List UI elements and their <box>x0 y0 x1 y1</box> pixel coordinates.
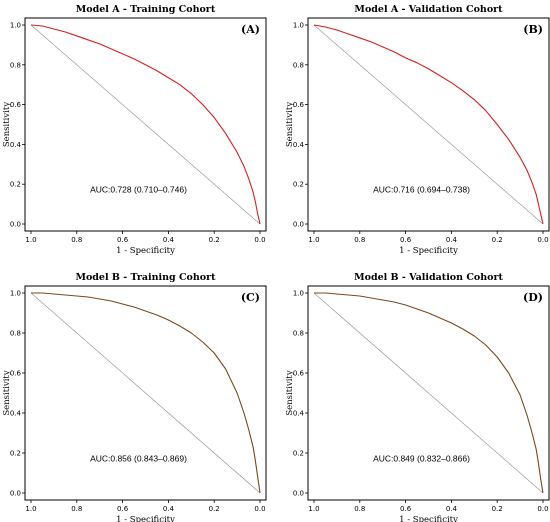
plot-frame <box>307 285 550 501</box>
x-axis-label: 1 - Specificity <box>399 246 458 256</box>
y-tick-label: 0.0 <box>10 490 21 498</box>
x-tick-label: 0.2 <box>209 236 220 244</box>
x-tick-label: 0.0 <box>537 236 548 244</box>
reference-diagonal-line <box>313 24 544 225</box>
x-tick-label: 0.4 <box>446 505 458 513</box>
auc-annotation: AUC:0.856 (0.843–0.869) <box>90 453 187 463</box>
roc-panel-2: Model A - Validation Cohort 1.0 0.8 0.6 0.4 0… <box>285 4 550 256</box>
x-tick-label: 1.0 <box>308 505 319 513</box>
x-tick-label: 0.6 <box>400 236 412 244</box>
x-tick-label: 1.0 <box>25 505 36 513</box>
y-tick-label: 0.8 <box>10 61 21 69</box>
y-tick-label: 0.8 <box>293 61 304 69</box>
y-tick-label: 0.8 <box>10 330 21 338</box>
x-tick-label: 0.4 <box>163 236 175 244</box>
chart-title: Model A - Training Cohort <box>76 4 216 15</box>
roc-curve-line <box>30 24 261 225</box>
y-tick-label: 1.0 <box>293 290 304 298</box>
y-tick-label: 0.0 <box>10 221 21 229</box>
chart-title: Model B - Validation Cohort <box>354 272 503 283</box>
x-axis-label: 1 - Specificity <box>399 515 458 522</box>
y-tick-label: 0.2 <box>10 181 21 189</box>
y-tick-label: 0.6 <box>10 101 22 109</box>
y-tick-label: 0.0 <box>293 490 304 498</box>
x-tick-label: 0.4 <box>446 236 458 244</box>
roc-panel-3: Model B - Training Cohort 1.0 0.8 0.6 0.4 0.2… <box>2 272 267 522</box>
x-tick-label: 0.6 <box>117 505 129 513</box>
y-axis-label: Sensitivity <box>2 102 12 147</box>
x-tick-label: 0.4 <box>163 505 175 513</box>
roc-panel-1: Model A - Training Cohort 1.0 0.8 0.6 0.4 0.2… <box>2 4 267 256</box>
plot-frame <box>307 17 550 232</box>
x-tick-label: 0.2 <box>492 505 503 513</box>
y-axis-label: Sensitivity <box>2 370 12 415</box>
x-tick-label: 0.6 <box>117 236 129 244</box>
x-tick-label: 0.8 <box>354 505 365 513</box>
y-tick-label: 0.4 <box>293 410 305 418</box>
x-tick-label: 1.0 <box>308 236 319 244</box>
reference-diagonal-line <box>30 24 261 225</box>
chart-title: Model A - Validation Cohort <box>354 4 503 15</box>
y-tick-label: 0.2 <box>293 181 304 189</box>
x-tick-label: 0.8 <box>71 236 82 244</box>
x-tick-label: 0.8 <box>71 505 82 513</box>
x-tick-label: 1.0 <box>25 236 36 244</box>
roc-panel-4: Model B - Validation Cohort 1.0 0.8 0.6 0.4 0… <box>285 272 550 522</box>
y-tick-label: 0.6 <box>293 370 305 378</box>
plot-frame <box>24 17 267 232</box>
y-tick-label: 0.4 <box>10 410 22 418</box>
x-axis-label: 1 - Specificity <box>116 515 175 522</box>
panel-label: (B) <box>523 23 543 36</box>
x-tick-label: 0.2 <box>209 505 220 513</box>
x-tick-label: 0.0 <box>254 236 265 244</box>
y-tick-label: 0.8 <box>293 330 304 338</box>
auc-annotation: AUC:0.716 (0.694–0.738) <box>373 185 470 195</box>
roc-curve-line <box>313 24 544 225</box>
panel-label: (D) <box>523 291 543 304</box>
auc-annotation: AUC:0.849 (0.832–0.866) <box>373 453 470 463</box>
x-tick-label: 0.0 <box>254 505 265 513</box>
y-tick-label: 0.6 <box>293 101 305 109</box>
y-tick-label: 0.2 <box>293 450 304 458</box>
y-tick-label: 0.2 <box>10 450 21 458</box>
x-axis-label: 1 - Specificity <box>116 246 175 256</box>
reference-diagonal-line <box>30 292 261 494</box>
y-tick-label: 1.0 <box>10 22 21 30</box>
panel-label: (C) <box>241 291 260 304</box>
y-tick-label: 0.6 <box>10 370 22 378</box>
x-tick-label: 0.0 <box>537 505 548 513</box>
roc-curve-line <box>314 292 544 494</box>
plot-frame <box>24 285 267 501</box>
roc-curve-line <box>31 292 261 494</box>
y-tick-label: 0.4 <box>293 141 305 149</box>
y-tick-label: 1.0 <box>293 22 304 30</box>
panel-label: (A) <box>241 23 260 36</box>
chart-title: Model B - Training Cohort <box>75 272 216 283</box>
y-axis-label: Sensitivity <box>285 370 295 415</box>
x-tick-label: 0.6 <box>400 505 412 513</box>
y-tick-label: 1.0 <box>10 290 21 298</box>
y-tick-label: 0.0 <box>293 221 304 229</box>
auc-annotation: AUC:0.728 (0.710–0.746) <box>90 185 187 195</box>
y-axis-label: Sensitivity <box>285 102 295 147</box>
x-tick-label: 0.2 <box>492 236 503 244</box>
y-tick-label: 0.4 <box>10 141 22 149</box>
x-tick-label: 0.8 <box>354 236 365 244</box>
reference-diagonal-line <box>313 292 544 494</box>
